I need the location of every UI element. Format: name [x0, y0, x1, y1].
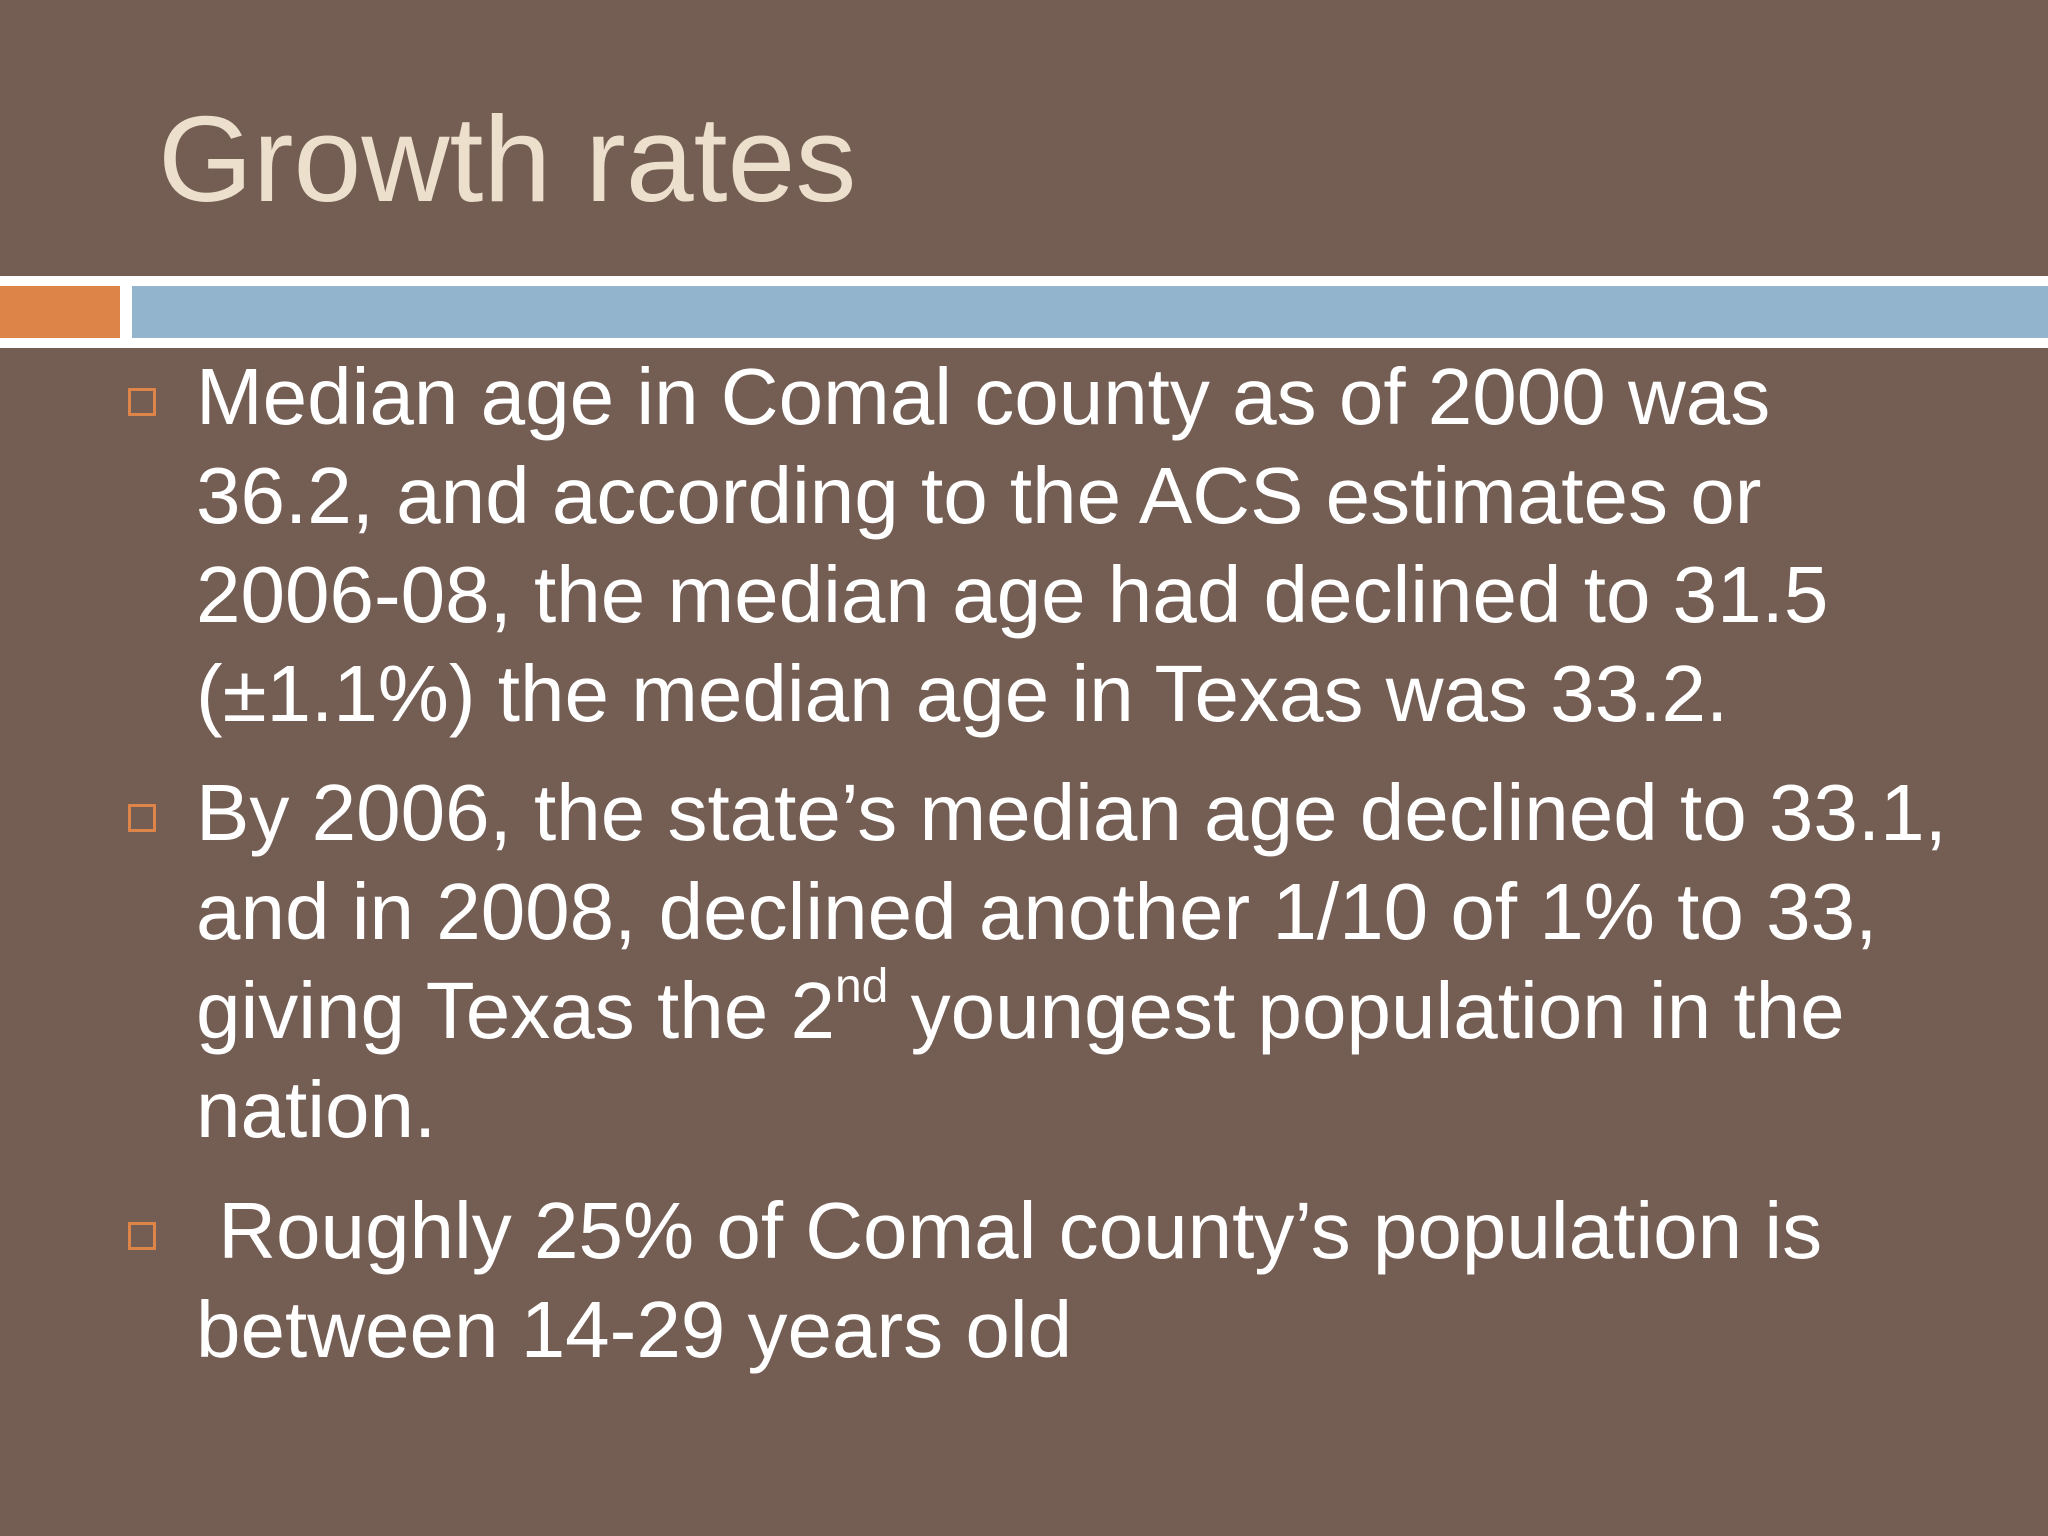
bullet-text-3: Roughly 25% of Comal county’s population… — [196, 1186, 1845, 1374]
bullet-text-1: Median age in Comal county as of 2000 wa… — [196, 352, 1829, 738]
bullet-text-2-part-1: By 2006, the state’s median age declined… — [196, 768, 1947, 1055]
divider-orange-block — [0, 286, 120, 338]
divider-blue-bar — [132, 286, 2048, 338]
square-outline-bullet-icon — [128, 1222, 156, 1250]
square-outline-bullet-icon — [128, 804, 156, 832]
square-outline-bullet-icon — [128, 388, 156, 416]
ordinal-suffix: nd — [834, 960, 889, 1014]
slide-title: Growth rates — [158, 91, 857, 227]
bullet-text-2: By 2006, the state’s median age declined… — [196, 763, 1996, 1159]
bullet-text-2-part-2: youngest population in the nation. — [196, 966, 1845, 1154]
